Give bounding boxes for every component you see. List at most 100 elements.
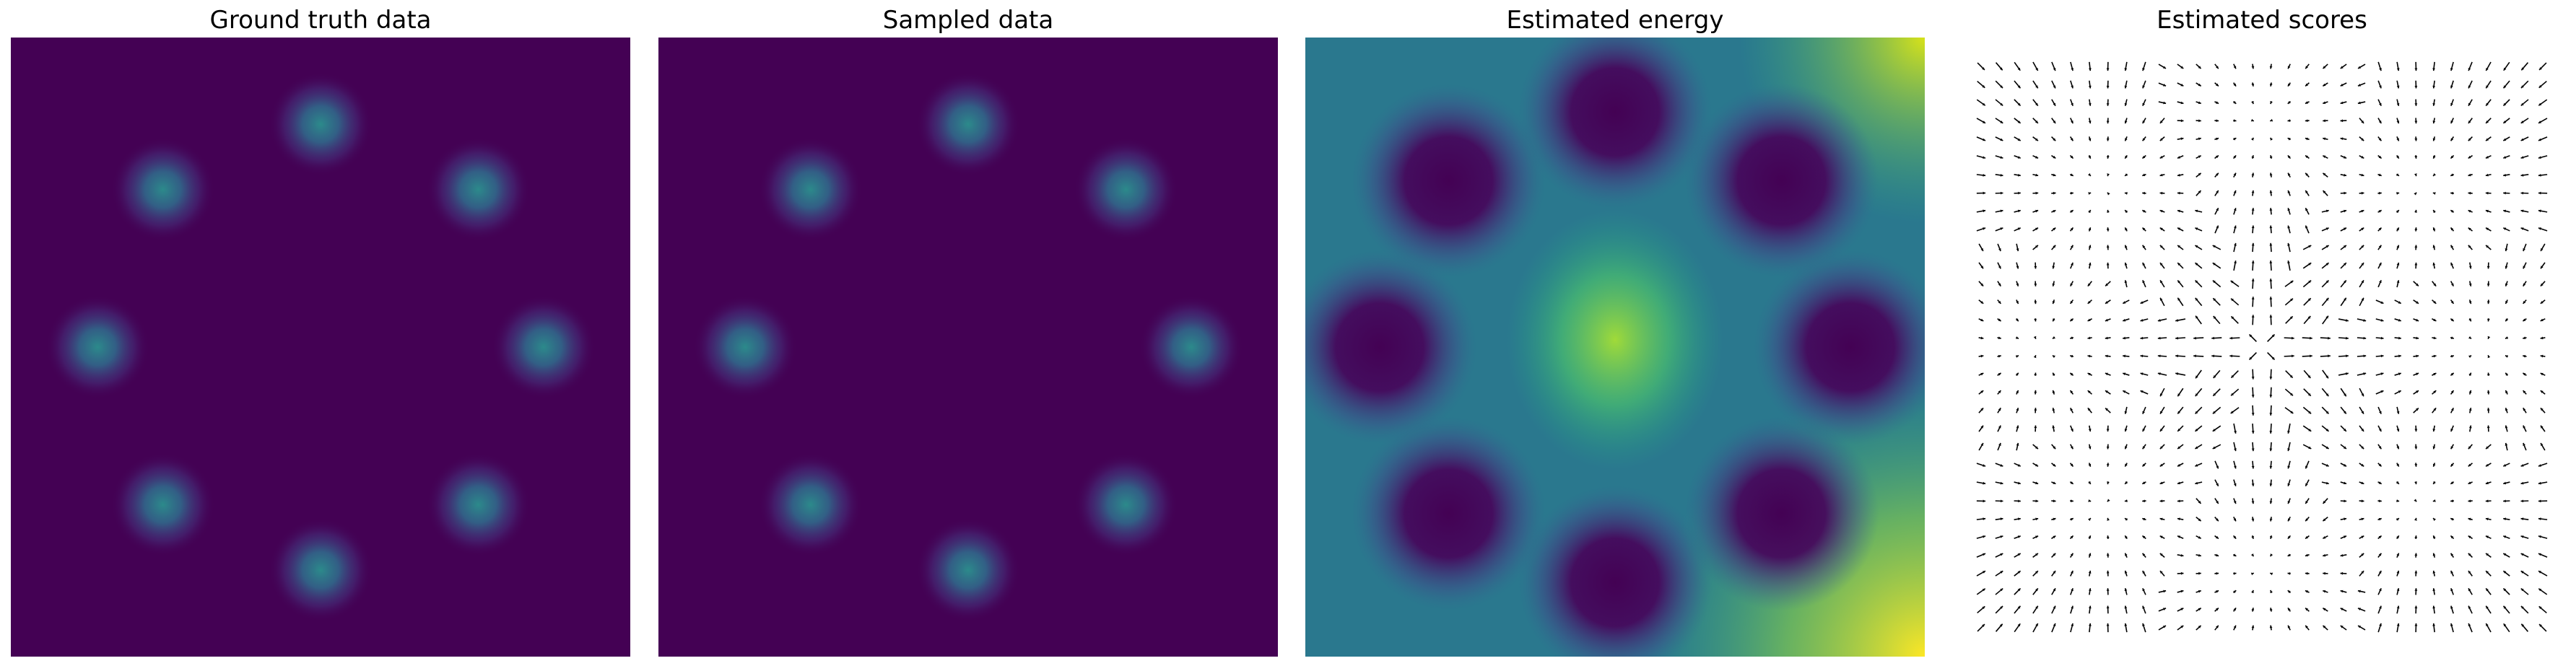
score-arrow-head <box>1983 156 1986 159</box>
score-arrow-head <box>2287 501 2291 504</box>
score-arrow-head <box>2123 372 2126 376</box>
score-arrow-head <box>2520 605 2524 609</box>
score-arrow-head <box>2503 102 2507 106</box>
score-arrow-head <box>2016 283 2019 286</box>
score-arrow-head <box>2142 191 2145 195</box>
score-arrow-head <box>2233 119 2237 123</box>
score-arrow-head <box>2106 156 2110 159</box>
score-arrow-head <box>2053 499 2056 503</box>
score-arrow-head <box>2541 266 2544 269</box>
score-arrow-head <box>2344 156 2347 159</box>
score-arrow-head <box>2523 248 2525 252</box>
score-arrow-head <box>2323 101 2326 105</box>
score-arrow-head <box>2521 623 2525 627</box>
score-arrow-head <box>2345 372 2349 375</box>
score-arrow-head <box>2396 481 2399 484</box>
score-arrow-head <box>2193 354 2196 358</box>
score-arrow-head <box>2323 518 2326 522</box>
score-arrow-head <box>2088 85 2092 89</box>
score-arrow-head <box>2540 301 2544 304</box>
score-arrow-head <box>2361 446 2364 450</box>
score-arrow-head <box>2177 517 2180 521</box>
density-mode-5 <box>45 295 150 399</box>
score-arrow-head <box>1998 408 2001 411</box>
score-arrow-head <box>1980 408 1984 411</box>
score-arrow-head <box>2106 570 2110 574</box>
score-arrow-head <box>2231 298 2234 302</box>
score-arrow-head <box>2035 588 2038 592</box>
score-arrow-head <box>2344 517 2347 521</box>
score-arrow-head <box>2361 535 2364 539</box>
score-arrow-head <box>2396 499 2400 502</box>
score-arrow-head <box>2233 138 2237 141</box>
score-arrow-head <box>2017 588 2021 592</box>
score-arrow-head <box>2159 446 2163 450</box>
score-arrow-head <box>2287 138 2291 141</box>
score-arrow-head <box>2503 623 2507 627</box>
score-arrow-head <box>2378 553 2382 556</box>
score-arrow-head <box>2105 301 2108 304</box>
score-arrow-head <box>2016 301 2019 304</box>
score-arrow-head <box>2468 623 2471 626</box>
score-arrow-head <box>2323 608 2326 611</box>
chart-title: Estimated scores <box>2157 6 2367 35</box>
score-arrow-head <box>2125 173 2128 176</box>
score-arrow-head <box>2540 372 2544 376</box>
score-arrow-head <box>2396 411 2400 414</box>
score-arrow-head <box>2290 281 2294 284</box>
score-arrow-head <box>2538 517 2541 521</box>
score-arrow-head <box>2052 301 2055 304</box>
score-arrow-head <box>2305 66 2308 69</box>
score-arrow-head <box>2378 227 2382 231</box>
score-arrow-head <box>2346 354 2349 358</box>
score-arrow-head <box>2432 429 2436 432</box>
score-arrow-head <box>2233 155 2237 159</box>
score-arrow-head <box>2124 429 2128 432</box>
score-arrow-head <box>2468 535 2471 539</box>
score-arrow-head <box>2157 354 2161 358</box>
score-arrow-head <box>2432 103 2436 106</box>
score-arrow-head <box>2034 408 2037 411</box>
score-arrow-head <box>2379 280 2382 284</box>
score-arrow-head <box>2305 83 2309 87</box>
score-arrow-head <box>2503 138 2507 141</box>
score-arrow-head <box>2070 446 2074 450</box>
score-arrow-head <box>2070 535 2074 539</box>
score-arrow-head <box>2142 210 2146 213</box>
score-arrow-head <box>2361 191 2364 195</box>
score-arrow-head <box>2160 280 2163 284</box>
score-arrow-head <box>2468 155 2471 159</box>
score-arrow-head <box>2105 408 2108 411</box>
score-arrow-head <box>2307 298 2311 302</box>
score-arrow-head <box>1998 266 2001 269</box>
score-arrow-head <box>2538 173 2541 177</box>
score-arrow-head <box>2035 245 2038 248</box>
score-arrow-head <box>2180 553 2184 557</box>
score-arrow-head <box>2106 588 2110 591</box>
score-arrow-head <box>2416 390 2419 393</box>
score-arrow-head <box>2269 315 2273 317</box>
score-arrow-head <box>2520 499 2524 503</box>
score-arrow-head <box>2361 245 2364 248</box>
score-arrow-head <box>2234 260 2237 264</box>
score-arrow-head <box>2520 209 2524 213</box>
score-arrow-head <box>2323 501 2326 504</box>
score-arrow-head <box>2396 570 2400 574</box>
score-arrow-head <box>2432 623 2436 626</box>
score-arrow-head <box>1980 443 1983 447</box>
score-arrow-head <box>1999 67 2003 71</box>
score-arrow-head <box>2450 446 2454 450</box>
score-arrow-head <box>2269 172 2273 176</box>
score-arrow-head <box>2503 571 2507 574</box>
score-arrow-head <box>2053 155 2056 159</box>
score-arrow-head <box>2486 425 2490 429</box>
score-arrow-head <box>2088 535 2091 539</box>
score-arrow-head <box>2325 393 2329 397</box>
score-arrow-head <box>2035 138 2038 141</box>
score-arrow-head <box>2520 191 2524 195</box>
score-arrow-head <box>2414 535 2418 538</box>
score-arrow-head <box>2450 553 2454 556</box>
score-arrow-head <box>2485 481 2489 485</box>
score-arrow-head <box>2540 354 2544 358</box>
score-arrow-head <box>2450 372 2454 376</box>
